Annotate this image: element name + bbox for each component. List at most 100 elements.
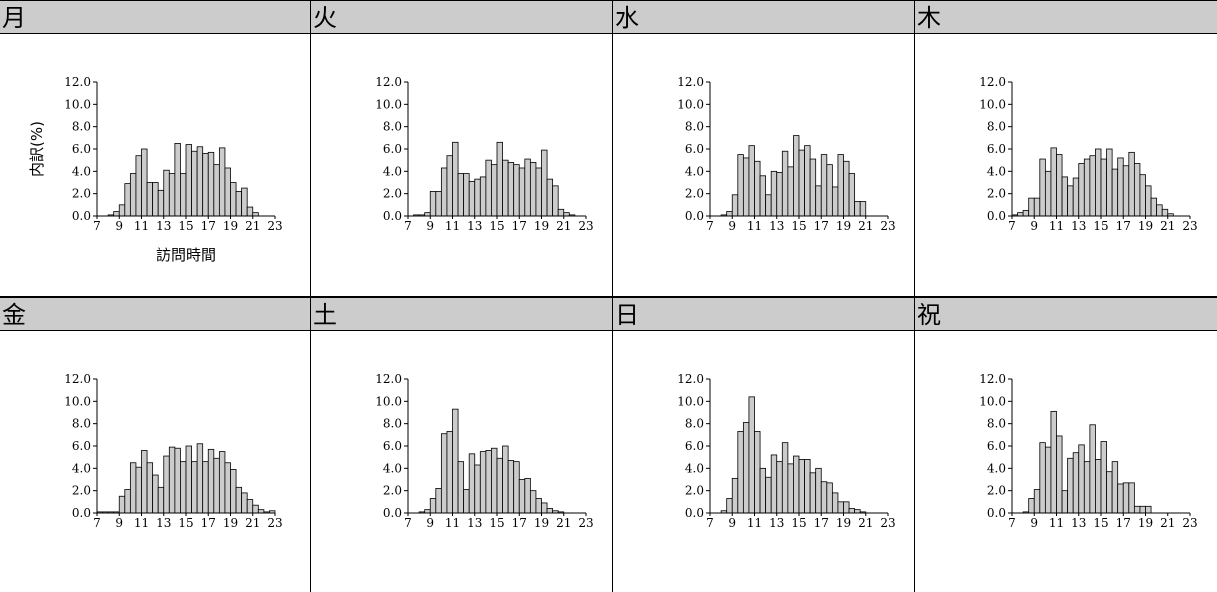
y-tick-label: 8.0 xyxy=(72,120,91,134)
x-tick-label: 23 xyxy=(1182,219,1197,233)
histogram-bar xyxy=(429,498,437,514)
panel-title: 土 xyxy=(313,301,337,329)
x-axis-label: 訪問時間 xyxy=(156,246,216,264)
y-tick-label: 6.0 xyxy=(685,439,704,453)
x-tick-label: 11 xyxy=(1049,516,1064,530)
histogram-bar xyxy=(457,173,465,217)
x-tick-label: 17 xyxy=(1116,516,1131,530)
x-tick-label: 17 xyxy=(1116,219,1131,233)
y-tick-label: 12.0 xyxy=(64,372,91,386)
x-tick-label: 7 xyxy=(404,516,412,530)
histogram-bar xyxy=(748,145,755,217)
histogram-bar xyxy=(831,492,839,514)
histogram-bar xyxy=(1089,424,1096,514)
x-tick-label: 17 xyxy=(201,516,216,530)
histogram: 0.0 2.0 4.0 6.0 8.0 10.0 12.0 7 9 11 13 15 17 19 21 23 xyxy=(979,75,1197,233)
x-tick-label: 19 xyxy=(1138,219,1153,233)
histogram-bar xyxy=(457,461,465,514)
histogram-bar xyxy=(468,453,476,514)
histogram-bar xyxy=(496,457,503,514)
panel-title: 木 xyxy=(917,4,941,32)
histogram-bar xyxy=(731,477,739,514)
x-tick-label: 21 xyxy=(245,516,260,530)
histogram-bar xyxy=(479,176,487,217)
x-tick-label: 11 xyxy=(747,219,762,233)
y-tick-label: 8.0 xyxy=(987,417,1006,431)
histogram-bar xyxy=(513,461,520,514)
histogram-bar xyxy=(529,490,537,514)
histogram-bar xyxy=(224,167,231,217)
histogram-bar xyxy=(524,158,531,217)
histogram-bar xyxy=(1161,208,1169,217)
x-tick-label: 23 xyxy=(267,219,282,233)
x-tick-label: 23 xyxy=(880,516,895,530)
x-tick-label: 9 xyxy=(1030,219,1038,233)
y-tick-label: 0.0 xyxy=(685,506,704,520)
histogram-bar xyxy=(1050,147,1057,217)
histogram-bar xyxy=(1061,176,1069,217)
histogram-bar xyxy=(854,201,861,217)
y-tick-label: 12.0 xyxy=(979,75,1006,89)
x-tick-label: 11 xyxy=(747,516,762,530)
histogram-bar xyxy=(440,167,448,217)
histogram-bar xyxy=(218,451,226,514)
histogram-bar xyxy=(843,160,850,217)
histogram-bar xyxy=(1089,155,1096,217)
histogram-bar xyxy=(185,445,192,514)
y-tick-label: 8.0 xyxy=(72,417,91,431)
histogram-bar xyxy=(479,451,487,514)
histogram-bar xyxy=(463,173,470,217)
histogram-bar xyxy=(246,206,254,217)
x-tick-label: 21 xyxy=(858,516,873,530)
histogram-bar xyxy=(815,467,822,514)
chart-panel-3: 木 0.0 2.0 4.0 6.0 8.0 10.0 12.0 7 9 11 13 15 17 19 21 23 xyxy=(915,0,1217,297)
histogram-bar xyxy=(529,161,537,217)
histogram-bar xyxy=(507,161,515,217)
histogram-bar xyxy=(496,141,503,217)
histogram-bar xyxy=(815,185,822,217)
histogram-bar xyxy=(546,508,554,514)
histogram-bar xyxy=(191,150,198,217)
x-tick-label: 23 xyxy=(578,219,593,233)
y-tick-label: 0.0 xyxy=(383,506,402,520)
histogram-bar xyxy=(168,446,176,514)
histogram-bar xyxy=(804,145,811,217)
chart-panel-7: 祝 0.0 2.0 4.0 6.0 8.0 10.0 12.0 7 9 11 13 15 17 19 21 23 xyxy=(915,297,1217,592)
histogram-bar xyxy=(246,499,254,514)
histogram-bar xyxy=(174,143,181,217)
y-tick-label: 8.0 xyxy=(383,120,402,134)
y-tick-label: 4.0 xyxy=(72,461,91,475)
histogram-bar xyxy=(1067,457,1074,514)
y-tick-label: 6.0 xyxy=(383,142,402,156)
x-tick-label: 19 xyxy=(534,516,549,530)
histogram-bar xyxy=(541,149,548,217)
histogram-bar xyxy=(1083,158,1091,217)
y-tick-label: 6.0 xyxy=(987,439,1006,453)
x-tick-label: 15 xyxy=(1093,516,1108,530)
histogram-bar xyxy=(435,191,442,217)
y-tick-label: 4.0 xyxy=(383,461,402,475)
histogram-bar xyxy=(518,479,526,514)
histogram-bar xyxy=(424,509,431,514)
x-tick-label: 21 xyxy=(556,219,571,233)
x-tick-label: 13 xyxy=(1071,219,1086,233)
histogram-bar xyxy=(793,135,800,217)
histogram-bar xyxy=(787,463,794,514)
y-tick-label: 0.0 xyxy=(987,506,1006,520)
y-tick-label: 10.0 xyxy=(979,97,1006,111)
x-tick-label: 19 xyxy=(534,219,549,233)
histogram-bar xyxy=(213,457,220,514)
histogram-bar xyxy=(748,396,755,514)
histogram-bar xyxy=(820,481,828,514)
histogram-bar xyxy=(202,461,209,514)
x-tick-label: 19 xyxy=(1138,516,1153,530)
histogram-bar xyxy=(1139,505,1146,514)
histogram-bar xyxy=(241,187,248,217)
histogram-bar xyxy=(1145,185,1152,217)
y-tick-label: 6.0 xyxy=(72,439,91,453)
histogram-bar xyxy=(152,474,159,514)
x-tick-label: 11 xyxy=(134,219,149,233)
histogram-bar xyxy=(141,450,148,514)
x-tick-label: 23 xyxy=(1182,516,1197,530)
histogram-bar xyxy=(1133,505,1141,514)
